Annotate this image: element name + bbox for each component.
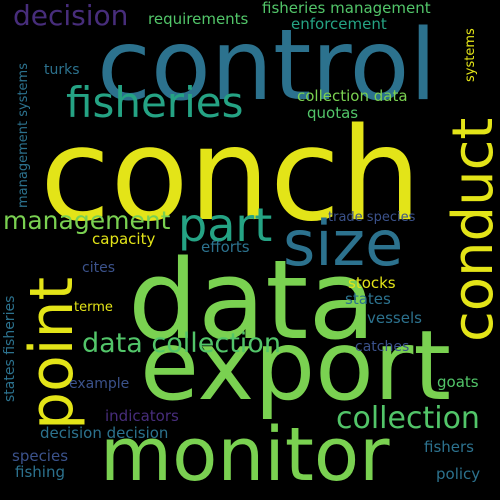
- word-conduct: conduct: [441, 117, 500, 342]
- word-states: states: [345, 290, 391, 308]
- word-part: part: [178, 198, 273, 252]
- word-fisheries: fisheries: [66, 78, 244, 127]
- word-turks: turks: [44, 62, 80, 78]
- word-systems: systems: [463, 28, 478, 82]
- word-catches: catches: [355, 339, 410, 355]
- word-goats: goats: [437, 373, 479, 391]
- word-control: control: [97, 9, 437, 123]
- word-data: data: [128, 236, 376, 364]
- word-indicators: indicators: [105, 407, 179, 425]
- word-states-fisheries: states fisheries: [2, 295, 18, 402]
- word-size: size: [283, 207, 404, 280]
- word-conch: conch: [40, 101, 422, 250]
- word-terme: terme: [74, 300, 113, 315]
- word-point: point: [17, 276, 87, 430]
- word-fisheries-management: fisheries management: [262, 0, 431, 17]
- word-collection: collection: [336, 401, 480, 436]
- word-management: management: [3, 206, 171, 235]
- word-cites: cites: [82, 260, 115, 276]
- word-decision: decision: [13, 0, 129, 32]
- word-fishers: fishers: [424, 438, 474, 456]
- word-capacity: capacity: [92, 230, 156, 248]
- word-data-collection: data collection: [82, 328, 281, 359]
- word-stocks: stocks: [348, 274, 396, 292]
- word-efforts: efforts: [201, 238, 250, 256]
- word-species: species: [12, 447, 69, 465]
- word-policy: policy: [436, 465, 481, 483]
- word-fishing: fishing: [15, 463, 65, 481]
- word-monitor: monitor: [100, 412, 390, 498]
- word-quotas: quotas: [307, 104, 359, 122]
- word-example: example: [69, 376, 130, 392]
- word-trade-species: trade species: [328, 210, 416, 225]
- word-enforcement: enforcement: [291, 15, 387, 33]
- word-collection-data: collection data: [297, 87, 408, 105]
- word-vessels: vessels: [367, 309, 422, 327]
- word-export: export: [140, 310, 451, 422]
- word-management-systems: management systems: [16, 63, 31, 208]
- word-decision-decision: decision decision: [40, 424, 169, 442]
- word-requirements: requirements: [148, 10, 249, 28]
